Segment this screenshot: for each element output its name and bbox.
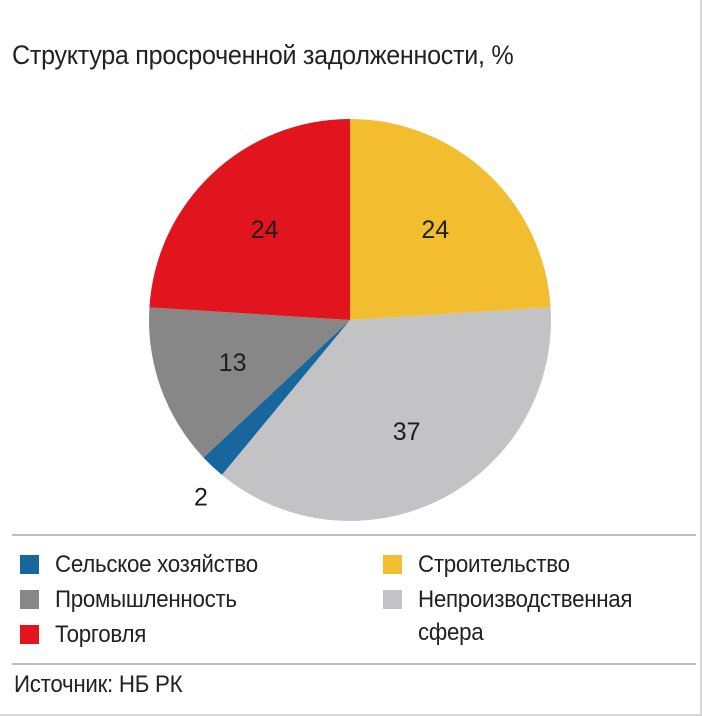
pie-slice-4	[149, 119, 350, 320]
legend-swatch-industry	[20, 590, 39, 609]
chart-title: Структура просроченной задолженности, %	[12, 40, 514, 70]
source-note: Источник: НБ РК	[14, 671, 183, 698]
legend-item-construction: Строительство	[383, 548, 581, 581]
legend-label-construction: Строительство	[418, 551, 570, 578]
legend-item-trade: Торговля	[20, 618, 153, 651]
legend-top-divider	[12, 534, 696, 536]
legend-swatch-trade	[20, 625, 39, 644]
pie-slice-2	[203, 320, 350, 475]
legend-swatch-non-productive	[383, 590, 402, 609]
legend-swatch-construction	[383, 555, 402, 574]
pie-slice-1	[221, 307, 551, 521]
pie-value-label-2: 2	[194, 483, 208, 511]
pie-slice-3	[149, 307, 350, 458]
legend-swatch-agriculture	[20, 555, 39, 574]
legend-label-industry: Промышленность	[55, 586, 237, 613]
legend-label-trade: Торговля	[55, 621, 147, 648]
legend-item-non-productive: Непроизводственная сфера	[383, 583, 702, 649]
legend-item-industry: Промышленность	[20, 583, 250, 616]
pie-value-label-1: 37	[393, 418, 421, 446]
pie-value-label-4: 24	[251, 216, 279, 244]
pie-slice-0	[350, 119, 551, 320]
legend-label-agriculture: Сельское хозяйство	[55, 551, 258, 578]
pie-value-label-0: 24	[421, 216, 449, 244]
pie-value-label-3: 13	[219, 349, 247, 377]
legend-label-non-productive: Непроизводственная сфера	[418, 586, 633, 646]
pie-chart: 24 37 2 13 24	[149, 119, 551, 521]
source-divider	[12, 663, 696, 665]
legend-item-agriculture: Сельское хозяйство	[20, 548, 273, 581]
